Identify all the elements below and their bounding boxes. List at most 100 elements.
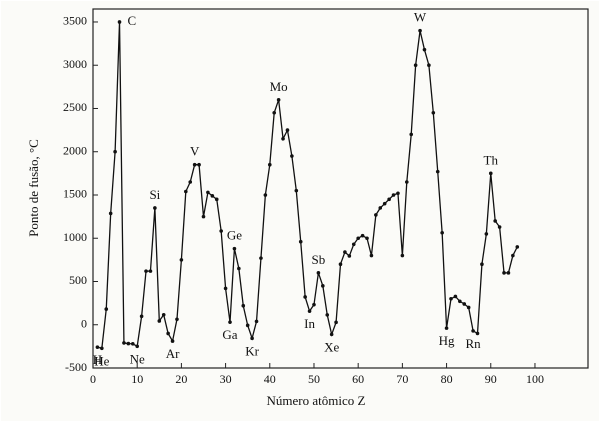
x-tick-label: 90 (485, 372, 497, 386)
data-point (281, 136, 285, 141)
data-point (166, 331, 170, 336)
data-point (267, 162, 272, 167)
y-tick-label: -500 (65, 360, 87, 374)
data-point (488, 171, 493, 176)
element-label: Hg (439, 333, 455, 348)
data-point (511, 253, 515, 258)
x-tick-label: 40 (264, 372, 276, 386)
data-point (449, 296, 453, 301)
data-point (458, 299, 462, 304)
data-point (502, 271, 506, 275)
data-point (338, 262, 343, 266)
data-point (387, 197, 391, 202)
data-point (228, 320, 232, 324)
data-point (157, 319, 162, 323)
data-point (192, 162, 197, 167)
data-point (374, 213, 378, 217)
data-point (298, 239, 303, 244)
data-point (506, 271, 511, 275)
data-point (170, 339, 175, 343)
data-point (312, 302, 316, 307)
data-point (130, 341, 135, 346)
data-point (259, 256, 263, 260)
data-point (396, 191, 400, 196)
data-point (325, 313, 330, 317)
data-point (422, 47, 427, 52)
y-tick-label: 1500 (63, 187, 87, 201)
x-axis-label: Número atômico Z (267, 393, 366, 408)
data-point (413, 63, 418, 68)
data-point (263, 193, 268, 197)
data-point (100, 346, 104, 351)
y-tick-label: 500 (69, 273, 87, 287)
data-point (197, 162, 201, 167)
data-point (435, 169, 440, 174)
data-point (475, 331, 480, 336)
data-point (440, 230, 444, 235)
data-point (462, 302, 467, 306)
data-point (347, 254, 352, 258)
element-label: Xe (324, 339, 339, 354)
data-point (254, 319, 259, 324)
element-label: Rn (466, 336, 482, 351)
data-point (175, 317, 179, 322)
element-label: Mo (270, 79, 288, 94)
data-point (210, 194, 215, 198)
data-point (404, 180, 409, 184)
data-point (493, 219, 497, 223)
data-point (95, 345, 100, 349)
x-tick-label: 100 (526, 372, 544, 386)
y-tick-label: 2000 (63, 143, 87, 157)
y-axis-label: Ponto de fusão, °C (26, 139, 41, 237)
element-label: Si (149, 187, 160, 202)
data-point (237, 266, 241, 271)
data-point (144, 269, 148, 273)
data-line (97, 21, 518, 350)
data-point (206, 190, 210, 195)
element-label: Ne (130, 351, 145, 366)
plot-frame (92, 8, 589, 369)
data-point (241, 303, 246, 308)
data-point (378, 206, 383, 210)
data-point (290, 154, 294, 158)
data-point (480, 262, 484, 266)
data-point (329, 332, 334, 337)
data-point (427, 63, 431, 68)
data-point (113, 149, 117, 154)
data-point (184, 189, 188, 194)
x-tick-label: 80 (441, 372, 453, 386)
data-point (245, 323, 250, 328)
data-point (214, 197, 219, 202)
data-point (276, 98, 281, 102)
data-point (232, 246, 237, 251)
data-point (360, 233, 365, 238)
data-point (391, 193, 396, 197)
data-point (321, 284, 325, 288)
data-point (334, 320, 338, 325)
element-label: Ar (166, 346, 180, 361)
data-point (444, 326, 449, 330)
data-point (303, 295, 307, 299)
x-tick-label: 0 (90, 372, 96, 386)
element-label: V (190, 144, 200, 159)
data-point (497, 225, 502, 229)
data-point (431, 111, 436, 115)
data-point (409, 132, 414, 137)
data-point (135, 344, 139, 349)
data-point (201, 214, 206, 219)
element-label: Ge (227, 228, 242, 243)
element-label: Th (484, 152, 499, 167)
data-point (351, 242, 356, 247)
y-tick-label: 0 (81, 316, 87, 330)
y-tick-label: 1000 (63, 230, 87, 244)
data-point (316, 271, 321, 275)
data-point (453, 294, 458, 299)
element-label: W (414, 10, 427, 25)
x-tick-label: 60 (352, 372, 364, 386)
element-label: Kr (245, 343, 259, 358)
element-label: Ga (222, 327, 237, 342)
data-point (400, 253, 405, 258)
data-point (515, 245, 520, 249)
